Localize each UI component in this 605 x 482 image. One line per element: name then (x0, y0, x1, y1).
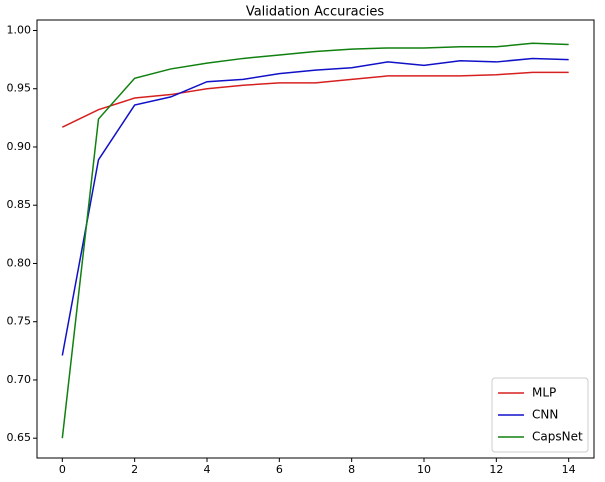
y-tick-label: 0.90 (7, 140, 32, 153)
x-tick-label: 4 (203, 463, 210, 476)
y-tick-label: 0.65 (7, 431, 32, 444)
plot-frame (36, 19, 595, 459)
legend-label: MLP (532, 386, 556, 400)
chart-title: Validation Accuracies (246, 5, 385, 20)
y-tick-label: 0.80 (7, 256, 32, 269)
y-tick-label: 0.70 (7, 373, 32, 386)
y-tick-label: 1.00 (7, 23, 32, 36)
line-series (61, 71, 569, 128)
y-tick-label: 0.95 (7, 82, 32, 95)
x-tick-label: 8 (348, 463, 355, 476)
x-tick-label: 12 (489, 463, 503, 476)
x-tick-label: 14 (562, 463, 576, 476)
legend-label: CNN (532, 408, 558, 422)
line-series (61, 57, 569, 356)
legend-box (491, 377, 589, 453)
y-tick-label: 0.75 (7, 315, 32, 328)
legend-label: CapsNet (532, 430, 583, 444)
x-tick-label: 6 (276, 463, 283, 476)
line-series (61, 42, 569, 439)
x-tick-label: 10 (417, 463, 431, 476)
y-tick-label: 0.85 (7, 198, 32, 211)
x-tick-label: 0 (59, 463, 66, 476)
x-tick-label: 2 (131, 463, 138, 476)
